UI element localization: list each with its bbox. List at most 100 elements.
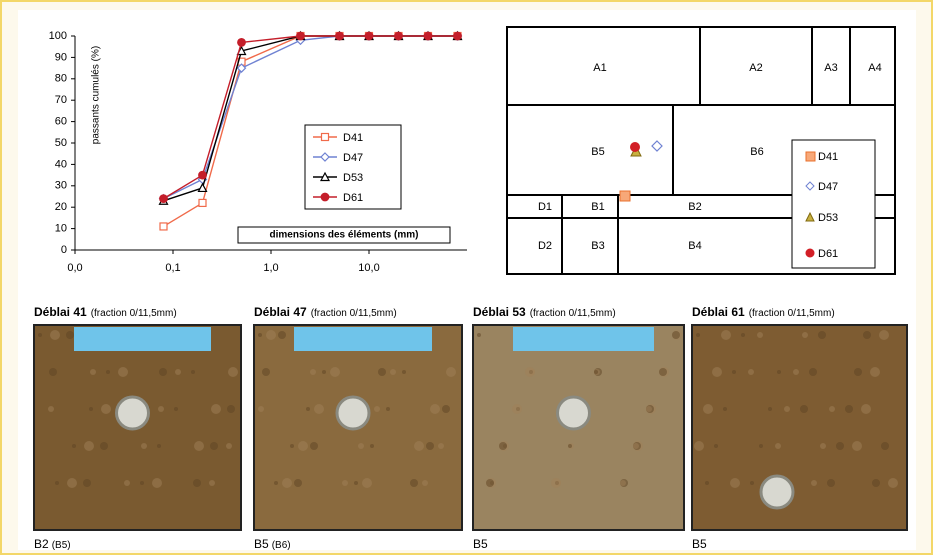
photo-caption: B5 bbox=[692, 537, 707, 551]
photo-texture bbox=[777, 370, 781, 374]
photo-texture bbox=[100, 442, 108, 450]
photo-texture bbox=[721, 330, 731, 340]
photo-texture bbox=[354, 481, 358, 485]
cell-label: A2 bbox=[749, 62, 762, 74]
photo-panel: Déblai 41(fraction 0/11,5mm)B2(B5) bbox=[34, 305, 241, 551]
legend-label: D41 bbox=[343, 132, 363, 144]
legend-label: D53 bbox=[343, 172, 363, 184]
photo-texture bbox=[793, 369, 799, 375]
photo-texture bbox=[827, 479, 835, 487]
photo-texture bbox=[800, 405, 808, 413]
photo-texture bbox=[620, 480, 626, 486]
photo-texture bbox=[829, 406, 835, 412]
photo-texture bbox=[330, 367, 340, 377]
legend-marker bbox=[806, 152, 815, 161]
photo-texture bbox=[67, 478, 77, 488]
photo-caption: B5(B6) bbox=[254, 537, 291, 551]
photo-texture bbox=[775, 443, 781, 449]
photo-texture bbox=[314, 404, 324, 414]
photo-texture bbox=[50, 330, 60, 340]
photo-texture bbox=[378, 368, 386, 376]
photo-texture bbox=[568, 444, 572, 448]
y-tick-label: 30 bbox=[55, 180, 67, 192]
photo-title-fraction: (fraction 0/11,5mm) bbox=[91, 308, 177, 319]
photo-texture bbox=[512, 404, 522, 414]
cell-label: B2 bbox=[688, 201, 701, 213]
photo-texture bbox=[374, 406, 380, 412]
marker bbox=[297, 32, 305, 40]
photo-texture bbox=[158, 406, 164, 412]
photo-panel: Déblai 47(fraction 0/11,5mm)B5(B6) bbox=[254, 305, 462, 551]
photo-texture bbox=[759, 444, 763, 448]
photo-title-fraction: (fraction 0/11,5mm) bbox=[749, 308, 835, 319]
photo-texture bbox=[228, 367, 238, 377]
photo-texture bbox=[227, 405, 235, 413]
y-tick-label: 0 bbox=[61, 244, 67, 256]
photo-texture bbox=[342, 480, 348, 486]
marker bbox=[395, 32, 403, 40]
photo-texture bbox=[258, 406, 264, 412]
legend-label: D61 bbox=[343, 192, 363, 204]
x-axis-title: dimensions des éléments (mm) bbox=[270, 230, 419, 241]
photo-title-name: Déblai 47 bbox=[254, 305, 307, 319]
photo-texture bbox=[266, 330, 276, 340]
photo-texture bbox=[499, 442, 507, 450]
photo-texture bbox=[757, 332, 763, 338]
legend-label: D47 bbox=[818, 181, 838, 193]
y-tick-label: 60 bbox=[55, 116, 67, 128]
cell-label: D2 bbox=[538, 240, 552, 252]
figure: passants cumulés (%) dimensions des élém… bbox=[0, 0, 933, 555]
photo-texture bbox=[258, 333, 262, 337]
photo-texture bbox=[594, 370, 598, 374]
photo-texture bbox=[118, 367, 128, 377]
photo-texture bbox=[672, 331, 680, 339]
cell-label: A3 bbox=[824, 62, 837, 74]
cell-label: B4 bbox=[688, 240, 701, 252]
photo-texture bbox=[294, 479, 302, 487]
photo-texture bbox=[152, 478, 162, 488]
photo-texture bbox=[809, 368, 817, 376]
photo-title: Déblai 41(fraction 0/11,5mm) bbox=[34, 305, 177, 319]
soil-class: B5 bbox=[692, 537, 707, 551]
photo-texture bbox=[748, 369, 754, 375]
photo-texture bbox=[274, 481, 278, 485]
sample-point bbox=[620, 191, 630, 201]
photo-texture bbox=[83, 479, 91, 487]
photo-texture bbox=[741, 333, 745, 337]
photo-texture bbox=[784, 406, 790, 412]
cell-label: B1 bbox=[591, 201, 604, 213]
photo-texture bbox=[89, 407, 93, 411]
marker bbox=[424, 32, 432, 40]
photo-texture bbox=[390, 369, 396, 375]
photo-texture bbox=[193, 479, 201, 487]
photo-texture bbox=[194, 441, 204, 451]
photo-title-fraction: (fraction 0/11,5mm) bbox=[530, 308, 616, 319]
photo-texture bbox=[72, 444, 76, 448]
soil-class: B5 bbox=[254, 537, 269, 551]
cell-label: A1 bbox=[593, 62, 606, 74]
photo-texture bbox=[358, 443, 364, 449]
photo-texture bbox=[430, 404, 440, 414]
photo-texture bbox=[852, 441, 862, 451]
marker bbox=[199, 199, 206, 206]
photo-texture bbox=[768, 407, 772, 411]
y-tick-label: 50 bbox=[55, 137, 67, 149]
sample-point bbox=[630, 142, 640, 152]
photo-texture bbox=[282, 478, 292, 488]
legend-label: D41 bbox=[818, 151, 838, 163]
y-tick-label: 90 bbox=[55, 51, 67, 63]
photo-texture bbox=[802, 332, 808, 338]
photo-tag bbox=[294, 327, 432, 351]
photo-texture bbox=[854, 368, 862, 376]
y-tick-label: 20 bbox=[55, 201, 67, 213]
marker bbox=[160, 223, 167, 230]
photo-texture bbox=[446, 367, 456, 377]
photo-texture bbox=[101, 404, 111, 414]
photo-tag bbox=[513, 327, 654, 351]
photo-texture bbox=[714, 444, 718, 448]
photo-texture bbox=[811, 480, 817, 486]
photo-texture bbox=[732, 370, 736, 374]
photo-texture bbox=[191, 370, 195, 374]
photo-texture bbox=[818, 331, 826, 339]
photo-texture bbox=[486, 479, 494, 487]
